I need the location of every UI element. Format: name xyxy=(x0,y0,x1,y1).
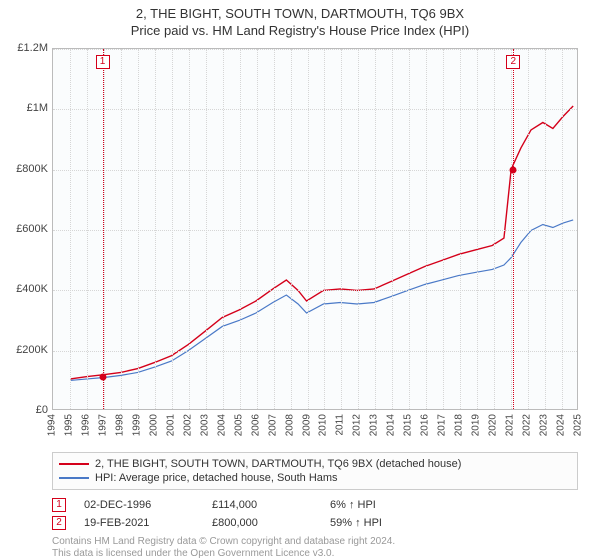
marker-badge-2: 2 xyxy=(506,55,520,69)
footer-attribution: Contains HM Land Registry data © Crown c… xyxy=(52,536,578,559)
plot-area: 12 xyxy=(52,48,578,410)
x-axis-label: 2009 xyxy=(301,414,312,436)
x-axis-label: 2024 xyxy=(556,414,567,436)
x-axis-label: 2001 xyxy=(165,414,176,436)
x-axis-label: 2007 xyxy=(267,414,278,436)
legend-label-hpi: HPI: Average price, detached house, Sout… xyxy=(95,472,338,484)
x-axis-label: 2016 xyxy=(420,414,431,436)
x-axis-label: 2021 xyxy=(505,414,516,436)
chart-title-subtitle: Price paid vs. HM Land Registry's House … xyxy=(0,23,600,38)
x-axis-label: 2018 xyxy=(454,414,465,436)
legend-label-property: 2, THE BIGHT, SOUTH TOWN, DARTMOUTH, TQ6… xyxy=(95,458,461,470)
x-axis-label: 1995 xyxy=(63,414,74,436)
chart-container: 2, THE BIGHT, SOUTH TOWN, DARTMOUTH, TQ6… xyxy=(0,0,600,560)
transaction-date-1: 02-DEC-1996 xyxy=(84,499,194,511)
x-axis-label: 2000 xyxy=(148,414,159,436)
marker-dot-2 xyxy=(510,166,517,173)
transaction-price-1: £114,000 xyxy=(212,499,312,511)
y-axis-label: £1M xyxy=(0,102,48,114)
transaction-date-2: 19-FEB-2021 xyxy=(84,517,194,529)
legend-box: 2, THE BIGHT, SOUTH TOWN, DARTMOUTH, TQ6… xyxy=(52,452,578,490)
x-axis-label: 2020 xyxy=(488,414,499,436)
transaction-price-2: £800,000 xyxy=(212,517,312,529)
transaction-badge-2: 2 xyxy=(52,516,66,530)
legend-item-property: 2, THE BIGHT, SOUTH TOWN, DARTMOUTH, TQ6… xyxy=(59,457,571,471)
y-axis-label: £0 xyxy=(0,404,48,416)
y-axis-label: £800K xyxy=(0,163,48,175)
transaction-row-1: 1 02-DEC-1996 £114,000 6% ↑ HPI xyxy=(52,496,578,514)
x-axis-label: 2012 xyxy=(352,414,363,436)
marker-line-2 xyxy=(513,49,514,409)
legend-swatch-property xyxy=(59,463,89,465)
transaction-row-2: 2 19-FEB-2021 £800,000 59% ↑ HPI xyxy=(52,514,578,532)
y-axis-label: £200K xyxy=(0,344,48,356)
chart-titles: 2, THE BIGHT, SOUTH TOWN, DARTMOUTH, TQ6… xyxy=(0,0,600,38)
x-axis-label: 2025 xyxy=(573,414,584,436)
x-axis-label: 2017 xyxy=(437,414,448,436)
x-axis-label: 2010 xyxy=(318,414,329,436)
series-line-property xyxy=(70,106,573,379)
x-axis-label: 2013 xyxy=(369,414,380,436)
x-axis-label: 2015 xyxy=(403,414,414,436)
y-axis-label: £1.2M xyxy=(0,42,48,54)
x-axis-label: 1997 xyxy=(97,414,108,436)
x-axis-label: 2023 xyxy=(539,414,550,436)
x-axis-label: 2004 xyxy=(216,414,227,436)
transaction-badge-1: 1 xyxy=(52,498,66,512)
x-axis-label: 2003 xyxy=(199,414,210,436)
marker-badge-1: 1 xyxy=(96,55,110,69)
chart-title-address: 2, THE BIGHT, SOUTH TOWN, DARTMOUTH, TQ6… xyxy=(0,6,600,21)
x-axis-label: 1998 xyxy=(114,414,125,436)
x-axis-label: 1994 xyxy=(47,414,58,436)
series-line-hpi xyxy=(70,220,573,381)
legend-swatch-hpi xyxy=(59,477,89,479)
x-axis-label: 2011 xyxy=(335,414,346,436)
y-axis-label: £400K xyxy=(0,283,48,295)
transaction-delta-1: 6% ↑ HPI xyxy=(330,499,430,511)
footer-line-2: This data is licensed under the Open Gov… xyxy=(52,548,578,560)
x-axis-label: 2019 xyxy=(471,414,482,436)
transaction-table: 1 02-DEC-1996 £114,000 6% ↑ HPI 2 19-FEB… xyxy=(52,496,578,532)
x-axis-label: 2008 xyxy=(284,414,295,436)
legend-item-hpi: HPI: Average price, detached house, Sout… xyxy=(59,471,571,485)
marker-dot-1 xyxy=(99,373,106,380)
chart-lines-svg xyxy=(53,49,577,409)
x-axis-label: 2022 xyxy=(522,414,533,436)
x-axis-label: 1996 xyxy=(80,414,91,436)
x-axis-label: 1999 xyxy=(131,414,142,436)
transaction-delta-2: 59% ↑ HPI xyxy=(330,517,430,529)
x-axis-label: 2014 xyxy=(386,414,397,436)
x-axis-label: 2006 xyxy=(250,414,261,436)
marker-line-1 xyxy=(103,49,104,409)
y-axis-label: £600K xyxy=(0,223,48,235)
footer-line-1: Contains HM Land Registry data © Crown c… xyxy=(52,536,578,548)
x-axis-label: 2002 xyxy=(182,414,193,436)
x-axis-label: 2005 xyxy=(233,414,244,436)
